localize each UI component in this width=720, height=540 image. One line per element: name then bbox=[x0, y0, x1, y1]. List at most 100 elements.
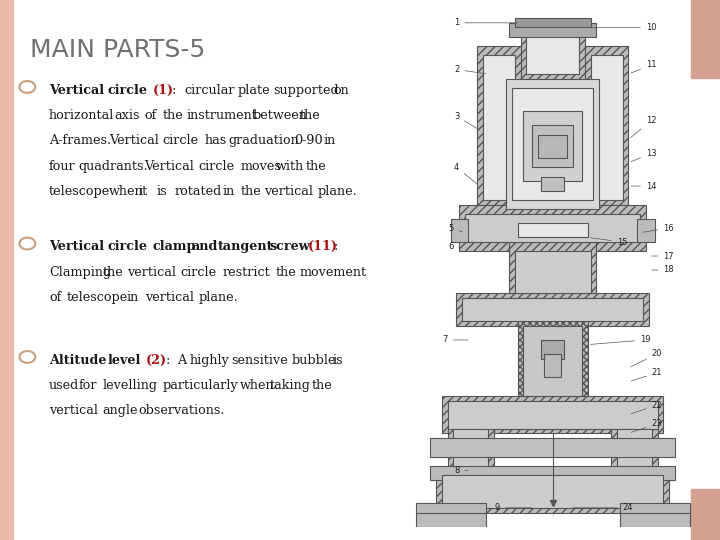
Text: 23: 23 bbox=[631, 420, 662, 433]
Bar bbox=[506, 79, 599, 210]
Text: plane.: plane. bbox=[318, 185, 358, 198]
Bar bbox=[523, 111, 582, 181]
Text: the: the bbox=[103, 266, 124, 279]
Text: circle: circle bbox=[163, 134, 199, 147]
Text: quadrants.: quadrants. bbox=[79, 160, 148, 173]
Bar bbox=[585, 46, 629, 210]
Text: on: on bbox=[333, 84, 349, 97]
Text: horizontal: horizontal bbox=[49, 109, 114, 122]
Text: A-frames.: A-frames. bbox=[49, 134, 111, 147]
Bar bbox=[691, 489, 720, 540]
Text: Vertical: Vertical bbox=[145, 160, 194, 173]
Text: 13: 13 bbox=[631, 149, 657, 161]
Text: 3: 3 bbox=[454, 112, 477, 129]
Text: 10: 10 bbox=[588, 23, 657, 32]
Text: vertical: vertical bbox=[49, 404, 98, 417]
Bar bbox=[590, 56, 623, 200]
Text: it: it bbox=[138, 185, 148, 198]
Bar bbox=[442, 475, 663, 508]
Bar bbox=[544, 354, 562, 377]
Bar bbox=[454, 429, 488, 475]
Bar bbox=[541, 340, 564, 359]
Text: 0-90: 0-90 bbox=[294, 134, 323, 147]
Text: Vertical: Vertical bbox=[49, 240, 104, 253]
Text: of: of bbox=[145, 109, 157, 122]
Text: 11: 11 bbox=[631, 60, 657, 73]
Text: telescope: telescope bbox=[67, 291, 128, 304]
Text: 12: 12 bbox=[631, 116, 657, 138]
Text: rotated: rotated bbox=[174, 185, 222, 198]
Bar bbox=[691, 0, 720, 78]
Text: between: between bbox=[252, 109, 307, 122]
Bar bbox=[509, 242, 596, 302]
Text: of: of bbox=[49, 291, 61, 304]
Text: 19: 19 bbox=[590, 335, 651, 345]
Bar bbox=[465, 214, 640, 242]
Text: 14: 14 bbox=[631, 181, 657, 191]
Text: moves: moves bbox=[240, 160, 281, 173]
Text: 2: 2 bbox=[454, 65, 486, 74]
Bar bbox=[482, 56, 515, 200]
Text: the: the bbox=[306, 160, 327, 173]
Text: the: the bbox=[240, 185, 261, 198]
Text: :: : bbox=[334, 240, 338, 253]
Text: circular: circular bbox=[184, 84, 235, 97]
Text: axis: axis bbox=[114, 109, 140, 122]
Text: vertical: vertical bbox=[264, 185, 313, 198]
Bar bbox=[523, 326, 582, 396]
Text: particularly: particularly bbox=[163, 379, 238, 392]
Text: when: when bbox=[240, 379, 275, 392]
Text: 21: 21 bbox=[631, 368, 662, 381]
Text: circle: circle bbox=[198, 160, 235, 173]
Bar bbox=[521, 23, 585, 84]
Text: with: with bbox=[276, 160, 305, 173]
Text: plate: plate bbox=[238, 84, 271, 97]
Text: taking: taking bbox=[270, 379, 311, 392]
Bar bbox=[541, 177, 564, 191]
Text: the: the bbox=[276, 266, 297, 279]
Text: vertical: vertical bbox=[145, 291, 194, 304]
Text: 4: 4 bbox=[454, 163, 477, 184]
Text: in: in bbox=[324, 134, 336, 147]
Bar bbox=[515, 18, 590, 28]
Text: :: : bbox=[166, 354, 170, 367]
Bar bbox=[477, 46, 521, 210]
Text: level: level bbox=[107, 354, 140, 367]
Text: the: the bbox=[300, 109, 320, 122]
Text: 6: 6 bbox=[448, 242, 459, 251]
Text: 17: 17 bbox=[652, 252, 674, 260]
Bar bbox=[430, 438, 675, 456]
Bar bbox=[448, 401, 657, 429]
Bar bbox=[451, 219, 468, 242]
Bar bbox=[430, 466, 675, 480]
Text: 7: 7 bbox=[442, 335, 468, 345]
Text: instrument: instrument bbox=[186, 109, 257, 122]
Text: circle: circle bbox=[181, 266, 217, 279]
Bar bbox=[448, 424, 494, 480]
Text: in: in bbox=[127, 291, 139, 304]
Text: is: is bbox=[156, 185, 167, 198]
Bar bbox=[459, 205, 646, 251]
Bar bbox=[532, 125, 573, 167]
Text: 16: 16 bbox=[643, 224, 674, 233]
Text: movement: movement bbox=[300, 266, 367, 279]
Text: highly: highly bbox=[189, 354, 230, 367]
Text: four: four bbox=[49, 160, 76, 173]
Circle shape bbox=[594, 54, 616, 70]
Text: 22: 22 bbox=[631, 401, 662, 414]
Text: graduation: graduation bbox=[228, 134, 299, 147]
Bar bbox=[509, 23, 596, 37]
Text: tangent: tangent bbox=[217, 240, 273, 253]
Text: is: is bbox=[333, 354, 343, 367]
Text: 15: 15 bbox=[590, 238, 627, 247]
Bar bbox=[637, 219, 654, 242]
Text: in: in bbox=[222, 185, 235, 198]
Bar bbox=[526, 23, 579, 74]
Text: vertical: vertical bbox=[127, 266, 176, 279]
Text: observations.: observations. bbox=[139, 404, 225, 417]
Bar bbox=[611, 424, 657, 480]
Bar bbox=[462, 298, 643, 321]
Bar bbox=[0, 0, 13, 540]
Text: restrict: restrict bbox=[222, 266, 270, 279]
Text: sensitive: sensitive bbox=[231, 354, 288, 367]
